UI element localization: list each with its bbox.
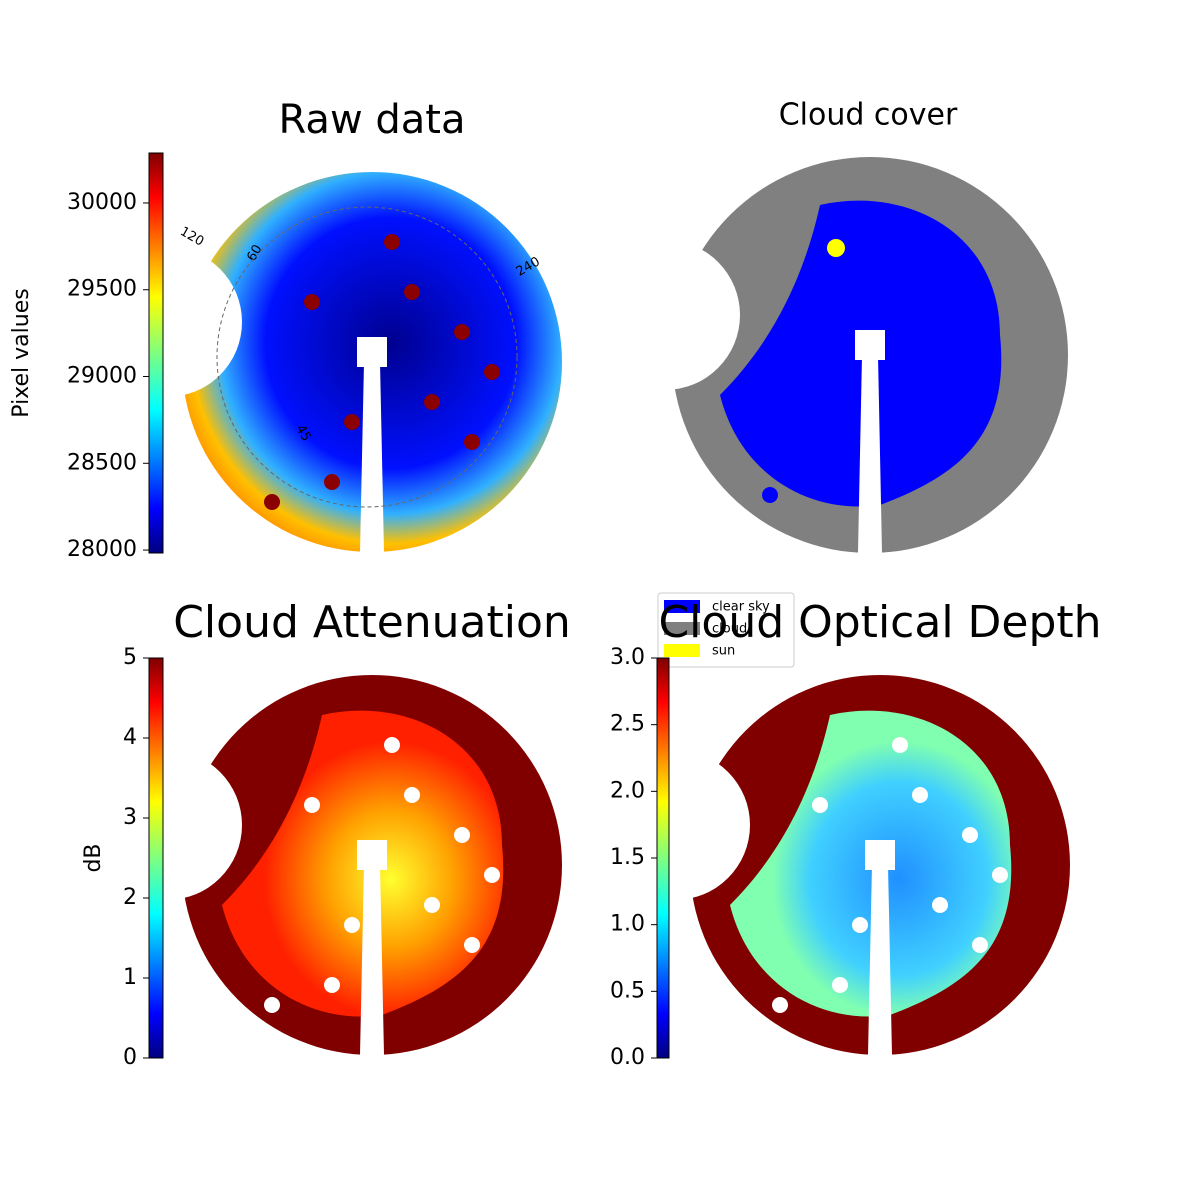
sky-spot — [962, 827, 978, 843]
y-tick-label: 30000 — [67, 190, 137, 215]
sky-spot — [882, 227, 898, 243]
sky-spot — [762, 487, 778, 503]
colorbar — [656, 657, 670, 1059]
horizon-notch — [92, 247, 242, 397]
y-tick-label: 3.0 — [610, 645, 645, 670]
sky-spot — [324, 977, 340, 993]
y-axis-label: dB — [81, 843, 106, 872]
legend-label: cloud — [712, 622, 747, 637]
legend-swatch — [664, 622, 700, 635]
y-tick-label: 1 — [123, 965, 137, 990]
legend-swatch — [664, 600, 700, 613]
sky-spot — [852, 917, 868, 933]
sky-spot — [962, 427, 978, 443]
sky-spot — [802, 287, 818, 303]
sky-image — [92, 675, 562, 1055]
sky-spot — [304, 797, 320, 813]
colorbar — [148, 657, 164, 1059]
sky-spot — [902, 277, 918, 293]
legend-swatch — [664, 644, 700, 657]
polar-label: 60 — [244, 242, 265, 264]
sky-spot — [264, 494, 280, 510]
sky-spot — [384, 234, 400, 250]
y-tick-label: 5 — [123, 645, 137, 670]
sky-spot — [892, 737, 908, 753]
sky-image — [590, 157, 1068, 553]
sky-spot — [484, 867, 500, 883]
sky-image — [92, 172, 562, 552]
sky-spot — [344, 917, 360, 933]
y-tick-label: 2.5 — [610, 712, 645, 737]
sky-spot — [404, 787, 420, 803]
y-tick-label: 28000 — [67, 537, 137, 562]
panel-title: Raw data — [279, 97, 466, 143]
shadow-band — [357, 840, 387, 870]
shadow-band — [868, 865, 892, 1055]
y-tick-label: 1.5 — [610, 845, 645, 870]
sky-spot — [384, 737, 400, 753]
shadow-band — [357, 337, 387, 367]
colorbar — [148, 152, 164, 554]
y-tick-label: 1.0 — [610, 912, 645, 937]
sky-spot — [404, 284, 420, 300]
sky-spot — [344, 414, 360, 430]
panel-title: Cloud Attenuation — [173, 597, 571, 648]
sky-spot — [304, 294, 320, 310]
sky-spot — [464, 937, 480, 953]
sky-image — [600, 675, 1070, 1055]
y-tick-label: 29500 — [67, 277, 137, 302]
y-tick-label: 2 — [123, 885, 137, 910]
sky-spot — [972, 937, 988, 953]
y-tick-label: 3 — [123, 805, 137, 830]
shadow-band — [858, 355, 882, 553]
horizon-notch — [600, 750, 750, 900]
sky-spot — [832, 977, 848, 993]
sky-spot — [992, 867, 1008, 883]
y-tick-label: 4 — [123, 725, 137, 750]
sky-spot — [424, 394, 440, 410]
legend-label: sun — [712, 644, 735, 659]
sky-spot — [484, 364, 500, 380]
sky-spot — [464, 434, 480, 450]
shadow-band — [360, 865, 384, 1055]
sky-spot — [842, 407, 858, 423]
shadow-band — [865, 840, 895, 870]
y-tick-label: 0.0 — [610, 1045, 645, 1070]
sky-spot — [952, 317, 968, 333]
sky-spot — [424, 897, 440, 913]
sky-spot — [912, 787, 928, 803]
sky-spot — [982, 357, 998, 373]
sun-marker — [827, 239, 845, 257]
y-axis-label: Pixel values — [9, 288, 34, 417]
horizon-notch — [590, 240, 740, 390]
polar-label: 120 — [177, 224, 206, 249]
legend-label: clear sky — [712, 600, 770, 615]
shadow-band — [360, 362, 384, 552]
polar-label: 45 — [292, 422, 313, 444]
sky-spot — [922, 387, 938, 403]
panel-title: Cloud cover — [779, 98, 958, 133]
horizon-notch — [92, 750, 242, 900]
sky-spot — [812, 797, 828, 813]
sky-spot — [772, 997, 788, 1013]
y-tick-label: 0.5 — [610, 978, 645, 1003]
sky-spot — [454, 324, 470, 340]
polar-ring — [216, 206, 518, 508]
y-tick-label: 29000 — [67, 364, 137, 389]
sky-spot — [324, 474, 340, 490]
sky-spot — [454, 827, 470, 843]
y-tick-label: 28500 — [67, 450, 137, 475]
y-tick-label: 2.0 — [610, 778, 645, 803]
shadow-band — [855, 330, 885, 360]
sky-spot — [932, 897, 948, 913]
sky-spot — [264, 997, 280, 1013]
sky-spot — [822, 467, 838, 483]
y-tick-label: 0 — [123, 1045, 137, 1070]
panel-title: Cloud Optical Depth — [658, 597, 1101, 648]
